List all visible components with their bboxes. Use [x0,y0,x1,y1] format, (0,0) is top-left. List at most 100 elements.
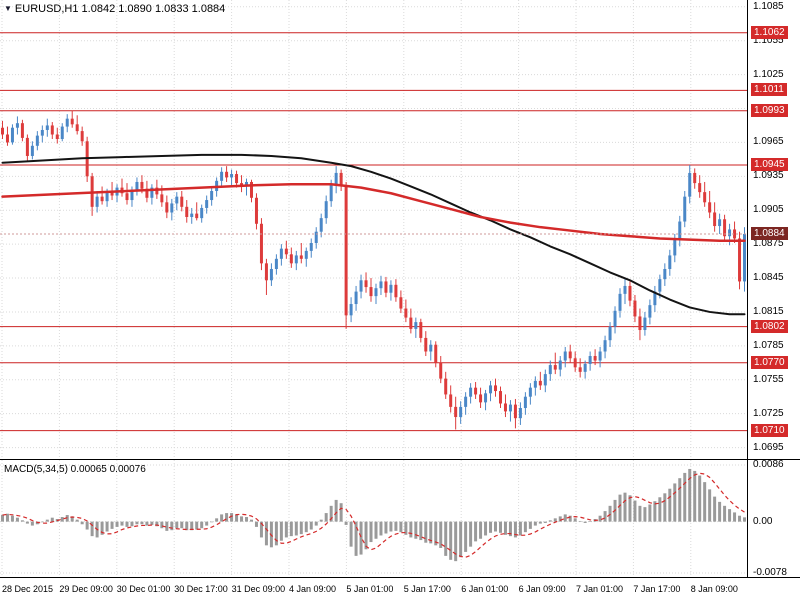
axis-divider [747,0,748,578]
candle-up [35,135,39,146]
candle-down [5,134,9,143]
candle-down [344,186,348,316]
candle-down [503,403,507,412]
price-axis-label: 1.0845 [753,272,784,284]
time-axis-label: 6 Jan 01:00 [461,584,509,594]
sr-price-badge: 1.0945 [751,158,788,171]
candle-up [245,181,249,187]
candle-down [494,385,498,392]
macd-canvas[interactable] [0,460,747,578]
candle-down [180,196,184,207]
candle-up [464,396,468,407]
candle-down [703,192,707,203]
main-chart-canvas[interactable] [0,0,747,460]
candle-up [230,174,234,178]
candle-down [249,181,253,198]
candle-up [678,221,682,240]
sr-price-badge: 1.1011 [751,83,787,97]
macd-indicator-label: MACD(5,34,5) 0.00065 0.00076 [4,464,146,475]
candle-up [269,268,273,281]
current-price-badge: 1.0884 [751,226,788,240]
chart-dropdown-icon[interactable]: ▼ [4,4,12,13]
candle-down [693,172,697,184]
candle-up [190,213,194,218]
time-axis[interactable]: 28 Dec 2015 29 Dec 09:00 30 Dec 01:00 30 De… [0,578,748,600]
candle-up [643,317,647,331]
candle-down [55,134,59,140]
candle-down [140,181,144,189]
candle-up [304,250,308,259]
candle-down [235,174,239,184]
time-axis-label: 31 Dec 09:00 [231,584,286,594]
candle-down [259,223,263,264]
candle-up [429,344,433,352]
candle-up [528,387,532,397]
time-axis-label: 29 Dec 09:00 [59,584,113,594]
candle-up [65,118,69,127]
candle-up [608,326,612,341]
price-axis-label: 1.0935 [753,170,784,182]
candle-down [538,380,542,386]
candle-up [10,127,14,143]
candle-up [60,126,64,140]
candle-up [518,408,522,419]
candle-up [200,207,204,219]
candle-down [299,255,303,259]
time-axis-label: 30 Dec 01:00 [116,584,171,594]
candle-down [110,192,114,196]
candle-down [369,287,373,297]
chart-symbol-ohlc: EURUSD,H1 1.0842 1.0890 1.0833 1.0884 [14,3,226,15]
candle-down [573,358,577,368]
candle-up [523,396,527,409]
candle-down [449,394,453,407]
candle-down [713,212,717,227]
candle-down [384,281,388,293]
candle-up [484,393,488,403]
candle-down [364,280,368,288]
candle-down [553,365,557,370]
candle-up [618,293,622,311]
candle-up [205,200,209,208]
candle-up [663,268,667,280]
candle-up [30,145,34,156]
candle-up [130,189,134,201]
candle-down [25,137,29,156]
candle-up [668,255,672,269]
price-axis-label: 1.0755 [753,373,784,385]
candle-down [195,213,199,219]
candle-up [508,404,512,412]
panel-divider[interactable] [0,459,800,460]
candle-down [633,300,637,317]
candle-down [409,317,413,329]
sr-price-badge: 1.1062 [751,25,788,39]
price-axis[interactable]: 1.10851.10551.10251.09951.09651.09351.09… [748,0,800,600]
price-axis-label: 1.0875 [753,238,784,250]
candle-up [40,129,44,136]
candle-up [653,291,657,306]
candle-down [708,202,712,213]
candle-up [274,258,278,269]
candle-up [563,351,567,361]
candle-up [489,385,493,394]
candle-down [100,196,104,202]
price-axis-label: 1.1085 [753,0,784,12]
candle-down [424,337,428,352]
price-axis-label: 1.1055 [753,34,784,46]
candle-down [474,387,478,395]
candle-down [339,172,343,187]
price-axis-label: 1.0725 [753,407,784,419]
candle-up [324,201,328,219]
time-axis-label: 5 Jan 01:00 [346,584,394,594]
chart-title: ▼ EURUSD,H1 1.0842 1.0890 1.0833 1.0884 [4,3,225,15]
time-axis-label: 4 Jan 09:00 [289,584,337,594]
candle-down [185,206,189,218]
candle-down [628,285,632,301]
candle-down [578,367,582,372]
candle-down [479,394,483,403]
ma-red-line [1,182,746,242]
time-axis-label: 5 Jan 17:00 [403,584,451,594]
ma-black-line [1,153,746,316]
time-axis-label: 6 Jan 09:00 [518,584,566,594]
candle-up [150,187,154,198]
